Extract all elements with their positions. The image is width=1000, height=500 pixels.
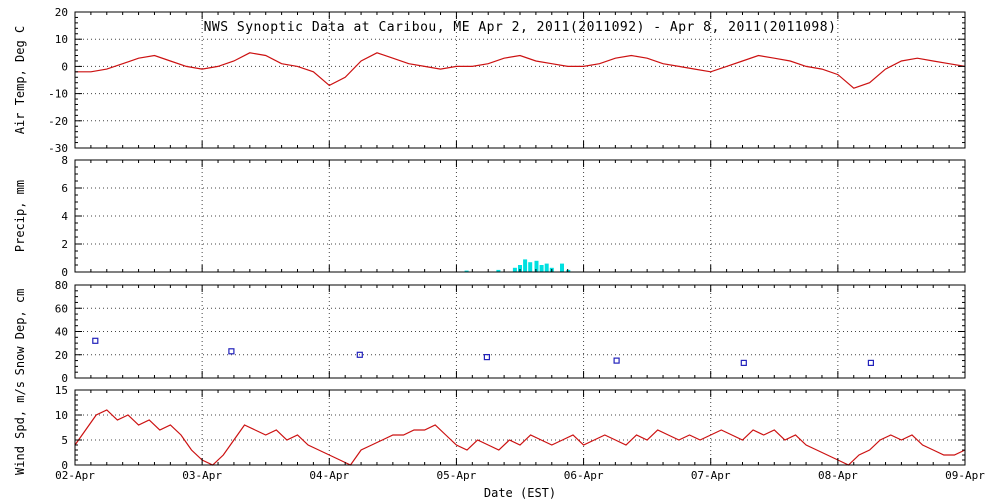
- wind-speed-panel: 15 10 5 0: [55, 384, 966, 472]
- y-tick-label: 60: [55, 302, 68, 315]
- x-tick-label: 08-Apr: [818, 469, 858, 482]
- y-tick-label: -20: [48, 115, 68, 128]
- snow-depth-panel: 80 60 40 20 0: [55, 279, 966, 385]
- y-tick-label: 10: [55, 409, 68, 422]
- snow-depth-markers: [92, 337, 875, 366]
- y-tick-label: 0: [61, 266, 68, 279]
- y-axis-title-snow-dep: Snow Dep, cm: [13, 288, 27, 376]
- y-tick-label: 20: [55, 349, 68, 362]
- y-tick-label: 80: [55, 279, 68, 292]
- y-axis-title-precip: Precip, mm: [13, 179, 27, 253]
- x-tick-label: 05-Apr: [437, 469, 477, 482]
- y-tick-label: 0: [61, 459, 68, 472]
- air-temperature-line: [75, 52, 966, 89]
- chart-title: NWS Synoptic Data at Caribou, ME Apr 2, …: [203, 20, 837, 35]
- y-tick-label: 10: [55, 33, 68, 46]
- y-tick-label: 6: [61, 182, 68, 195]
- y-tick-label: 8: [61, 154, 68, 167]
- x-axis-title: Date (EST): [483, 486, 557, 500]
- y-tick-label: 0: [61, 60, 68, 73]
- air-temperature-panel: 20 10 0 -10 -20 -30: [48, 6, 966, 155]
- y-tick-label: 2: [61, 238, 68, 251]
- x-tick-label: 02-Apr: [55, 469, 95, 482]
- y-tick-label: 5: [61, 434, 68, 447]
- precipitation-bars: [464, 259, 571, 272]
- y-axis-title-wind-spd: Wind Spd, m/s: [13, 381, 27, 475]
- y-tick-label: 4: [61, 210, 68, 223]
- y-tick-label: 20: [55, 6, 68, 19]
- y-tick-label: 40: [55, 326, 68, 339]
- x-tick-label: 04-Apr: [309, 469, 349, 482]
- wind-speed-line: [74, 409, 966, 466]
- y-tick-label: -10: [48, 88, 68, 101]
- x-tick-label: 09-Apr: [945, 469, 985, 482]
- y-tick-label: 15: [55, 384, 68, 397]
- y-axis-title-air-temp: Air Temp, Deg C: [13, 25, 27, 135]
- x-tick-label: 07-Apr: [691, 469, 731, 482]
- y-tick-label: 0: [61, 372, 68, 385]
- x-tick-label: 03-Apr: [182, 469, 222, 482]
- y-tick-label: -30: [48, 142, 68, 155]
- precipitation-panel: 8 6 4 2 0: [61, 154, 966, 279]
- x-tick-label: 06-Apr: [564, 469, 604, 482]
